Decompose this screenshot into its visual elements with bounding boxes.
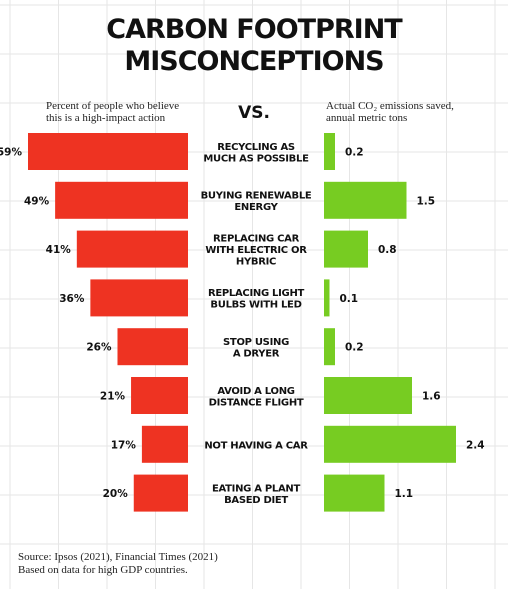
source-note: Source: Ipsos (2021), Financial Times (2… bbox=[18, 551, 218, 563]
left-bar bbox=[76, 230, 188, 268]
right-bar bbox=[324, 181, 407, 219]
left-bar bbox=[117, 328, 188, 366]
left-bar-label: 41% bbox=[46, 244, 72, 256]
right-bar-label: 0.1 bbox=[340, 293, 359, 305]
right-bar-label: 1.6 bbox=[422, 391, 441, 403]
category-label: EATING A PLANT BASED DIET bbox=[212, 483, 301, 506]
right-bar bbox=[324, 133, 335, 170]
category-label: NOT HAVING A CAR bbox=[204, 440, 308, 451]
left-bar bbox=[141, 425, 188, 463]
left-bar-label: 17% bbox=[111, 439, 137, 451]
category-label: STOP USING A DRYER bbox=[223, 337, 289, 360]
left-bar-label: 21% bbox=[100, 391, 126, 403]
category-label: BUYING RENEWABLE ENERGY bbox=[201, 191, 312, 214]
left-axis-header: Percent of people who believe this is a … bbox=[46, 100, 180, 124]
right-bar bbox=[324, 425, 456, 463]
title-line-1: CARBON FOOTPRINT bbox=[106, 14, 402, 45]
left-bar bbox=[55, 181, 188, 219]
right-bar-label: 0.2 bbox=[345, 342, 364, 354]
right-bar bbox=[324, 279, 330, 317]
left-bar-label: 26% bbox=[86, 342, 112, 354]
category-label: RECYCLING AS MUCH AS POSSIBLE bbox=[203, 142, 309, 165]
right-bar-label: 1.1 bbox=[395, 488, 414, 500]
right-bar-label: 2.4 bbox=[466, 439, 485, 451]
left-bar bbox=[90, 279, 188, 317]
category-label: REPLACING CAR WITH ELECTRIC OR HYBRIC bbox=[205, 234, 307, 268]
left-bar-label: 36% bbox=[59, 293, 85, 305]
left-bar bbox=[133, 474, 188, 512]
left-bar-label: 49% bbox=[24, 195, 50, 207]
left-bar-label: 20% bbox=[103, 488, 129, 500]
basis-note: Based on data for high GDP countries. bbox=[18, 564, 188, 576]
right-bar-label: 0.2 bbox=[345, 147, 364, 159]
left-bar-label: 59% bbox=[0, 147, 22, 159]
category-label: REPLACING LIGHT BULBS WITH LED bbox=[208, 288, 305, 311]
left-bar bbox=[131, 377, 188, 414]
right-axis-header: Actual CO₂ emissions saved, annual metri… bbox=[326, 100, 454, 124]
right-bar bbox=[324, 474, 385, 512]
left-bar bbox=[28, 133, 188, 170]
right-bar bbox=[324, 230, 368, 268]
right-bar bbox=[324, 377, 412, 414]
right-bar bbox=[324, 328, 335, 366]
category-label: AVOID A LONG DISTANCE FLIGHT bbox=[209, 386, 304, 409]
right-bar-label: 0.8 bbox=[378, 244, 397, 256]
vs-label: VS. bbox=[238, 103, 270, 123]
right-bar-label: 1.5 bbox=[417, 195, 436, 207]
title-line-2: MISCONCEPTIONS bbox=[124, 46, 384, 77]
